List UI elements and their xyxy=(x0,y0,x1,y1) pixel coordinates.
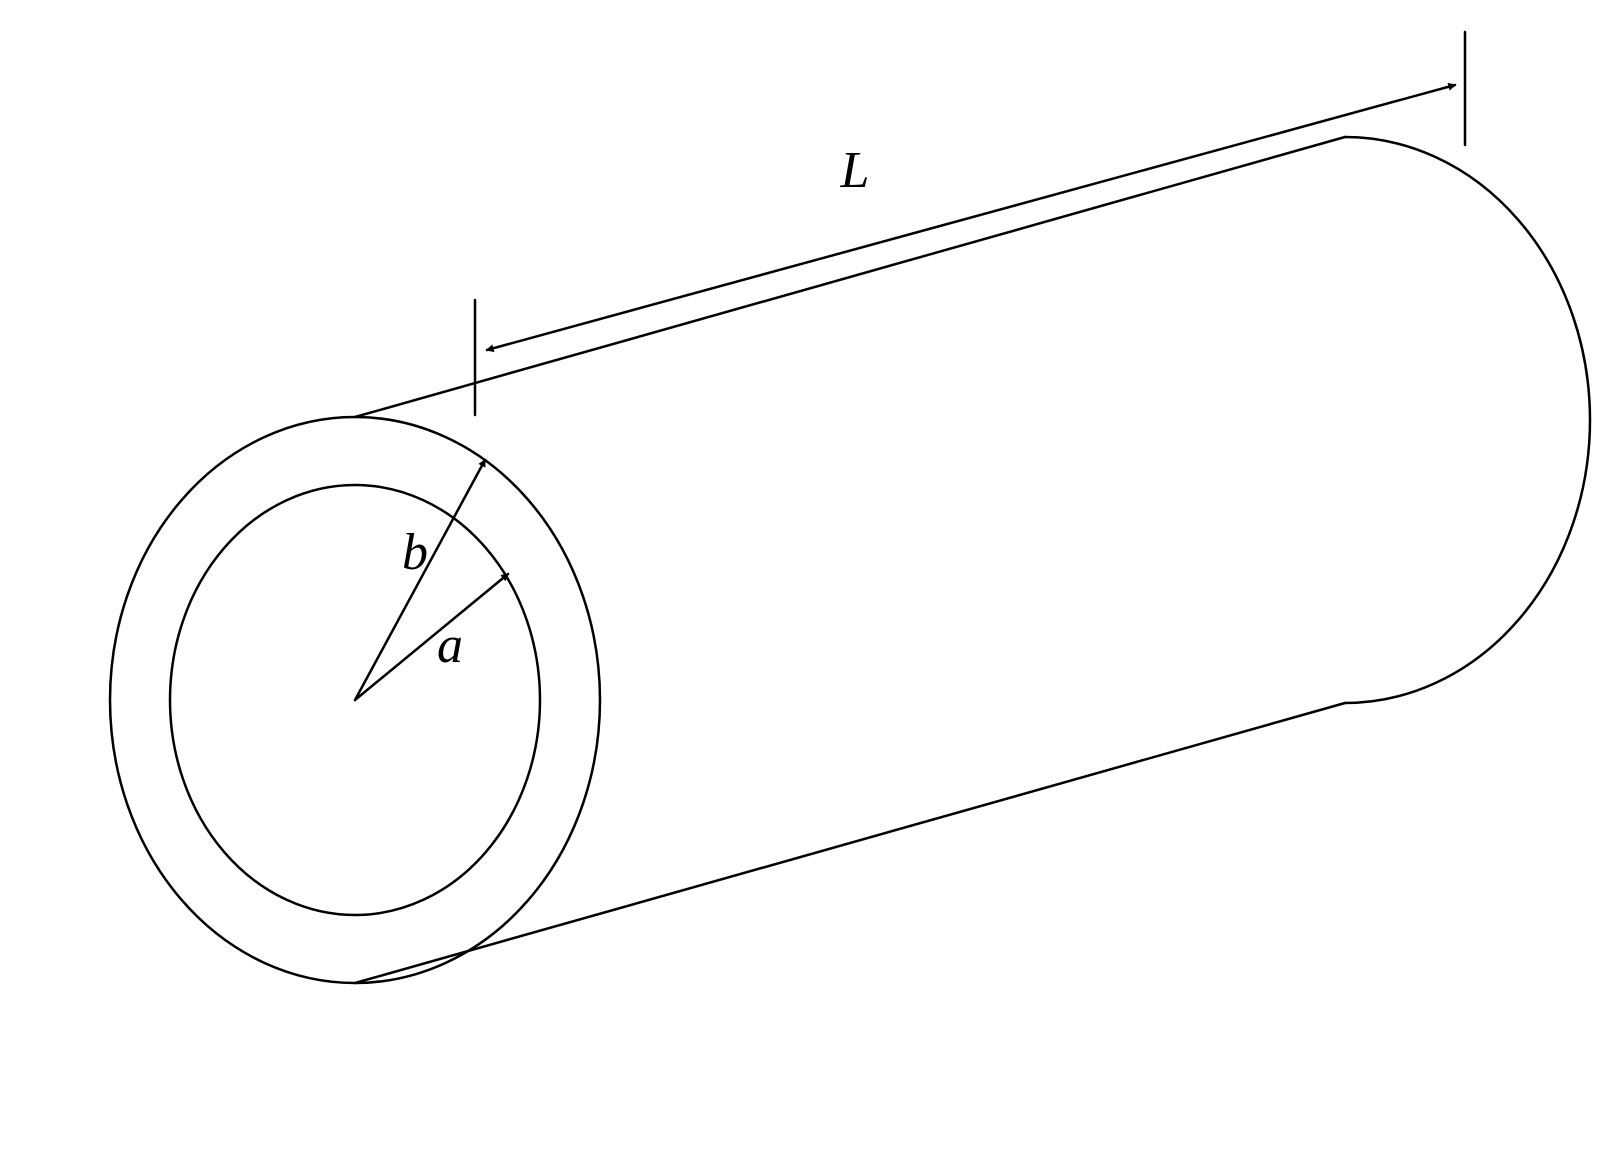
radius-a-arrow xyxy=(355,574,508,700)
length-arrow xyxy=(487,85,1455,350)
label-L: L xyxy=(840,142,870,199)
label-a: a xyxy=(437,617,463,674)
label-b: b xyxy=(402,524,428,581)
cylinder-bottom-edge xyxy=(355,703,1345,983)
back-outer-arc xyxy=(1345,137,1590,703)
